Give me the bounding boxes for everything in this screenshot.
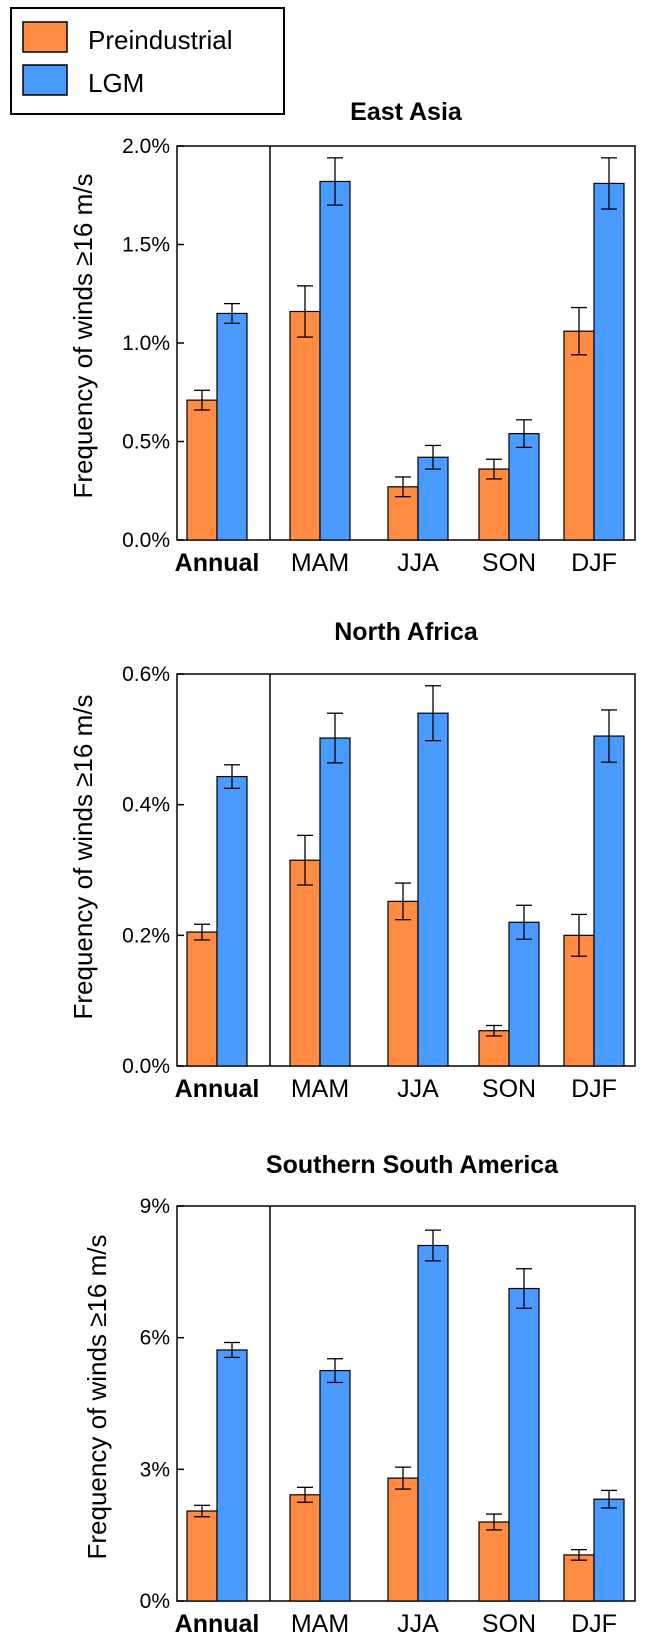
bar-preindustrial-annual <box>186 931 218 1067</box>
legend: Preindustrial LGM <box>10 7 285 115</box>
y-tick-label: 0.5% <box>122 431 170 454</box>
bar-preindustrial-annual <box>186 399 218 541</box>
bar-preindustrial-son <box>478 468 510 541</box>
y-tick-label: 9% <box>140 1195 170 1218</box>
panel-north-africa: North Africa Frequency of winds ≥16 m/s … <box>68 618 636 1103</box>
x-tick-label: Annual <box>175 549 260 577</box>
bar-lgm-mam <box>319 737 351 1067</box>
bar-preindustrial-djf <box>563 1554 595 1602</box>
x-tick-label: Annual <box>175 1610 260 1633</box>
bar-lgm-mam <box>319 1369 351 1602</box>
bar-lgm-djf <box>593 1498 625 1602</box>
bar-lgm-annual <box>216 775 248 1067</box>
x-tick-label: DJF <box>571 549 617 577</box>
bar-preindustrial-mam <box>289 1494 321 1602</box>
bar-preindustrial-mam <box>289 310 321 541</box>
legend-swatch-lgm <box>22 64 68 96</box>
bar-lgm-annual <box>216 1349 248 1602</box>
y-tick-label: 0.0% <box>122 1055 170 1078</box>
x-tick-label: MAM <box>291 1075 349 1103</box>
bars <box>186 1229 625 1602</box>
x-tick-label: Annual <box>175 1075 260 1103</box>
bar-preindustrial-son <box>478 1521 510 1602</box>
y-tick-label: 0.0% <box>122 529 170 552</box>
x-tick-label: JJA <box>397 1075 439 1103</box>
bar-lgm-son <box>508 921 540 1067</box>
y-tick-label: 1.0% <box>122 332 170 355</box>
bar-preindustrial-mam <box>289 859 321 1067</box>
x-tick-labels: Annual MAM JJA SON DJF <box>175 549 617 577</box>
y-tick-label: 6% <box>140 1327 170 1350</box>
bar-lgm-son <box>508 1287 540 1602</box>
bar-preindustrial-jja <box>387 1477 419 1602</box>
x-tick-label: MAM <box>291 1610 349 1633</box>
y-ticks: 0.0% 0.5% 1.0% 1.5% 2.0% <box>122 135 184 552</box>
bar-lgm-jja <box>417 1244 449 1602</box>
y-tick-label: 0.4% <box>122 794 170 817</box>
legend-label-preindustrial: Preindustrial <box>88 25 233 55</box>
y-ticks: 0.0% 0.2% 0.4% 0.6% <box>122 663 184 1078</box>
bar-lgm-son <box>508 433 540 541</box>
x-tick-label: DJF <box>571 1610 617 1633</box>
x-tick-label: MAM <box>291 549 349 577</box>
x-tick-label: SON <box>482 549 536 577</box>
y-axis-label: Frequency of winds ≥16 m/s <box>68 695 98 1020</box>
y-tick-label: 0% <box>140 1590 170 1613</box>
bars <box>186 685 625 1067</box>
y-tick-label: 2.0% <box>122 135 170 158</box>
x-tick-label: JJA <box>397 549 439 577</box>
y-tick-label: 0.2% <box>122 924 170 947</box>
y-axis-label: Frequency of winds ≥16 m/s <box>68 174 98 499</box>
x-tick-labels: Annual MAM JJA SON DJF <box>175 1075 617 1103</box>
y-axis-label: Frequency of winds ≥16 m/s <box>82 1235 112 1560</box>
bar-lgm-annual <box>216 312 248 541</box>
bar-preindustrial-jja <box>387 900 419 1067</box>
bars <box>186 157 625 541</box>
legend-label-lgm: LGM <box>88 68 144 98</box>
bar-lgm-jja <box>417 712 449 1067</box>
legend-swatch-preindustrial <box>22 21 68 53</box>
panel-east-asia: East Asia Frequency of winds ≥16 m/s 0.0… <box>68 98 636 577</box>
bar-lgm-djf <box>593 182 625 541</box>
y-tick-label: 3% <box>140 1458 170 1481</box>
panel-title: East Asia <box>350 98 463 126</box>
y-ticks: 0% 3% 6% 9% <box>140 1195 184 1613</box>
x-tick-label: JJA <box>397 1610 439 1633</box>
bar-lgm-djf <box>593 735 625 1067</box>
bar-preindustrial-son <box>478 1030 510 1067</box>
x-tick-label: SON <box>482 1610 536 1633</box>
bar-lgm-mam <box>319 180 351 541</box>
x-tick-label: SON <box>482 1075 536 1103</box>
bar-preindustrial-annual <box>186 1510 218 1602</box>
panel-title: Southern South America <box>266 1151 559 1179</box>
panel-title: North Africa <box>334 618 479 646</box>
bar-preindustrial-djf <box>563 330 595 541</box>
y-tick-label: 1.5% <box>122 234 170 257</box>
x-tick-label: DJF <box>571 1075 617 1103</box>
x-tick-labels: Annual MAM JJA SON DJF <box>175 1610 617 1633</box>
panel-southern-south-america: Southern South America Frequency of wind… <box>82 1151 636 1633</box>
y-tick-label: 0.6% <box>122 663 170 686</box>
